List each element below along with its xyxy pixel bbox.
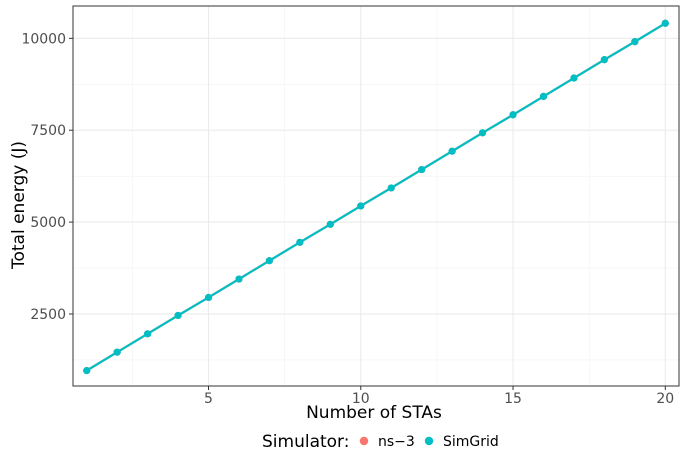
x-tick-label: 20 — [656, 391, 674, 407]
data-point-simgrid — [600, 56, 608, 64]
x-tick-label: 10 — [352, 391, 370, 407]
panel-border — [72, 5, 680, 387]
data-point-simgrid — [204, 293, 213, 302]
y-axis-title: Total energy (J) — [9, 141, 29, 270]
data-point-simgrid — [631, 38, 639, 46]
legend-item-simgrid: SimGrid — [424, 434, 499, 450]
y-tick-label: 10000 — [21, 31, 66, 47]
data-point-simgrid — [357, 202, 365, 210]
data-point-simgrid — [113, 348, 121, 356]
legend-label-simgrid: SimGrid — [443, 434, 499, 450]
data-point-simgrid — [296, 238, 304, 246]
x-tick-label: 15 — [504, 391, 522, 407]
data-point-simgrid — [326, 220, 334, 228]
axis-ticks: 5 10 15 20 2500 5000 7500 10000 — [21, 31, 674, 407]
data-point-simgrid — [83, 366, 91, 375]
grid-lines — [73, 6, 679, 386]
data-point-simgrid — [387, 184, 395, 192]
series-line-simgrid — [86, 22, 666, 372]
data-point-simgrid — [144, 330, 152, 338]
legend-item-ns-3: ns−3 — [359, 434, 415, 450]
series-layer — [83, 19, 669, 375]
legend: Simulator: ns−3 SimGrid — [262, 432, 499, 452]
y-tick-label: 2500 — [30, 307, 66, 323]
data-point-simgrid — [174, 311, 182, 320]
data-point-simgrid — [539, 92, 548, 101]
data-point-simgrid — [661, 19, 669, 27]
y-tick-label: 5000 — [30, 215, 66, 231]
data-point-simgrid — [509, 111, 517, 119]
data-point-simgrid — [478, 129, 487, 137]
y-tick-label: 7500 — [30, 123, 66, 139]
data-point-simgrid — [570, 74, 578, 82]
data-point-simgrid — [418, 165, 426, 174]
legend-title: Simulator: — [262, 432, 349, 452]
legend-key-simgrid — [424, 436, 434, 446]
data-point-simgrid — [448, 147, 456, 155]
data-point-simgrid — [235, 275, 243, 283]
legend-key-ns-3 — [359, 436, 369, 446]
x-axis-title: Number of STAs — [306, 403, 442, 423]
legend-label-ns-3: ns−3 — [378, 434, 415, 450]
x-tick-label: 5 — [204, 391, 213, 407]
data-point-simgrid — [265, 257, 274, 265]
